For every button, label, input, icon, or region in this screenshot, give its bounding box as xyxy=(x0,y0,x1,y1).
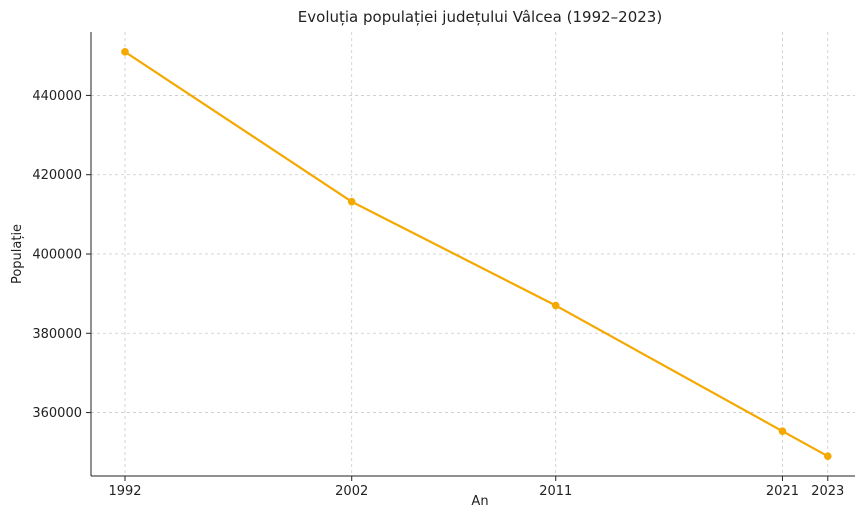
x-tick-label: 2011 xyxy=(539,484,572,499)
x-tick-label: 2021 xyxy=(766,484,799,499)
data-point xyxy=(347,197,356,206)
ticks: 1992 2002 2011 2021 2023 360000 380000 400000 42… xyxy=(32,89,844,499)
x-axis-label: An xyxy=(471,494,488,509)
grid xyxy=(91,32,855,476)
y-tick-label: 360000 xyxy=(32,406,82,421)
y-tick-label: 440000 xyxy=(32,89,82,104)
data-point xyxy=(823,452,832,460)
data-point xyxy=(778,427,787,436)
data-point xyxy=(551,301,560,310)
x-tick-label: 2023 xyxy=(811,484,844,499)
x-tick-label: 2002 xyxy=(335,484,368,499)
y-tick-label: 420000 xyxy=(32,168,82,183)
y-tick-label: 380000 xyxy=(32,327,82,342)
data-point xyxy=(121,48,129,56)
series xyxy=(121,48,832,460)
chart-title: Evoluția populației județului Vâlcea (19… xyxy=(298,8,662,26)
x-tick-label: 1992 xyxy=(108,484,141,499)
y-tick-label: 400000 xyxy=(32,248,82,263)
y-axis-label: Populație xyxy=(10,224,25,284)
